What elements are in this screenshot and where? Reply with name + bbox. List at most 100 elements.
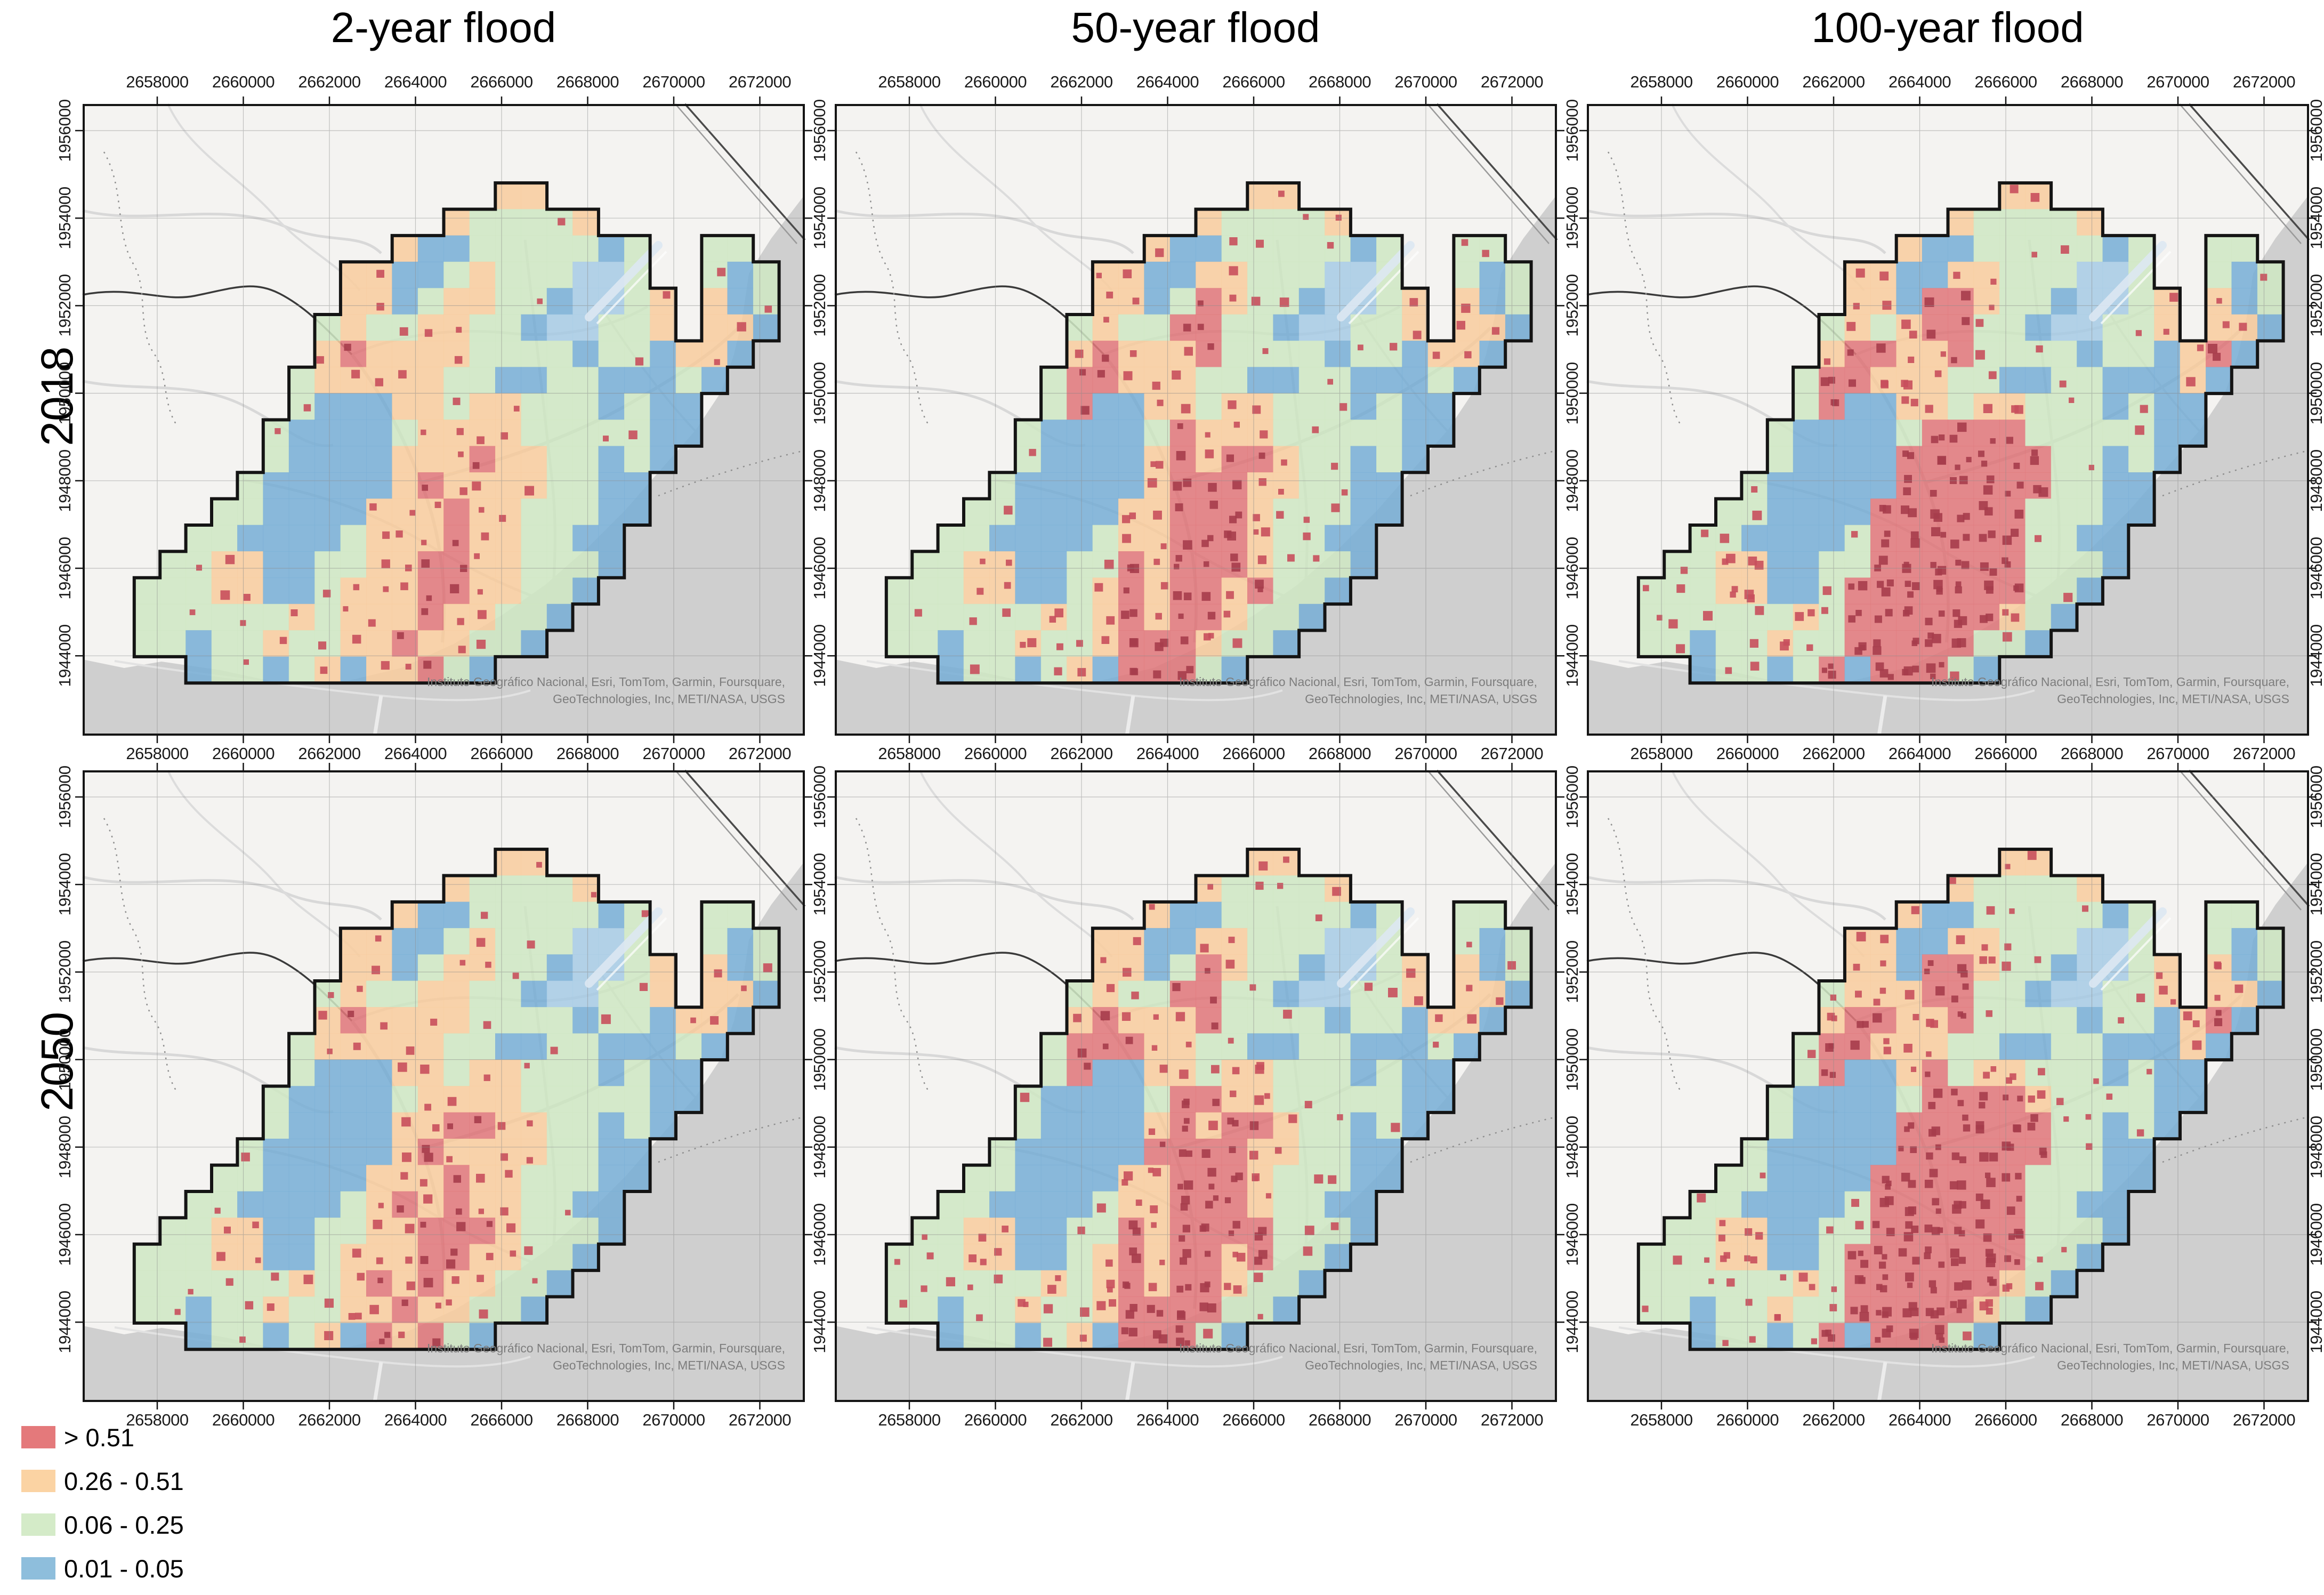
x-axis-tick-label: 2660000 bbox=[212, 72, 275, 91]
svg-text:Instituto Geográfico Nacional,: Instituto Geográfico Nacional, Esri, Tom… bbox=[1179, 675, 1537, 689]
graticule bbox=[1587, 770, 2309, 1402]
legend-swatch-red bbox=[21, 1426, 55, 1448]
svg-text:GeoTechnologies, Inc, METI/NAS: GeoTechnologies, Inc, METI/NASA, USGS bbox=[2057, 692, 2289, 706]
x-axis-tick-label: 2672000 bbox=[728, 1411, 792, 1429]
high-probability-speckles bbox=[914, 190, 1500, 680]
y-axis-tick-label: 1956000 bbox=[1563, 99, 1581, 162]
svg-text:Instituto Geográfico Nacional,: Instituto Geográfico Nacional, Esri, Tom… bbox=[1179, 1341, 1537, 1355]
x-axis-tick-label: 2672000 bbox=[1480, 72, 1544, 91]
y-axis-tick-label: 1944000 bbox=[1563, 624, 1581, 687]
y-axis-tick-label: 1950000 bbox=[810, 362, 829, 425]
road bbox=[82, 209, 382, 254]
map-panel-2050-2-year-flood: Instituto Geográfico Nacional, Esri, Tom… bbox=[75, 763, 812, 1409]
y-axis-tick-label: 1956000 bbox=[1563, 766, 1581, 828]
x-axis-tick-label: 2658000 bbox=[878, 744, 941, 763]
y-axis-tick-label: 1952000 bbox=[1563, 940, 1581, 1003]
x-axis-tick-label: 2660000 bbox=[1716, 744, 1779, 763]
svg-text:GeoTechnologies, Inc, METI/NAS: GeoTechnologies, Inc, METI/NASA, USGS bbox=[1305, 1358, 1537, 1372]
x-axis-tick-label: 2658000 bbox=[126, 744, 189, 763]
x-axis-tick-label: 2670000 bbox=[642, 72, 705, 91]
municipality-boundary bbox=[132, 848, 781, 1351]
y-axis-tick-label: 1948000 bbox=[810, 1116, 829, 1179]
legend-label: 0.26 - 0.51 bbox=[64, 1467, 184, 1495]
x-axis-tick-label: 2660000 bbox=[964, 72, 1027, 91]
water-tagus bbox=[835, 861, 1557, 1402]
high-probability-speckles bbox=[1642, 851, 2244, 1346]
y-axis-tick-label: 1952000 bbox=[55, 940, 74, 1003]
basemap-attribution: Instituto Geográfico Nacional, Esri, Tom… bbox=[427, 675, 785, 706]
y-axis-tick-label: 1946000 bbox=[55, 537, 74, 600]
water-tagus bbox=[83, 861, 805, 1402]
railway bbox=[2188, 769, 2310, 907]
road bbox=[82, 875, 382, 921]
railway-casing bbox=[1427, 770, 1550, 911]
svg-text:Instituto Geográfico Nacional,: Instituto Geográfico Nacional, Esri, Tom… bbox=[427, 675, 785, 689]
railway bbox=[2188, 103, 2310, 241]
road bbox=[919, 770, 1113, 958]
x-axis-tick-label: 2666000 bbox=[1222, 1411, 1285, 1429]
railway-casing bbox=[2179, 103, 2302, 244]
railway bbox=[1436, 769, 1558, 907]
y-axis-tick-label: 1952000 bbox=[55, 274, 74, 337]
road bbox=[1671, 770, 1865, 958]
road bbox=[834, 875, 1134, 921]
y-axis-tick-label: 1954000 bbox=[55, 187, 74, 249]
legend-item-gt-051: > 0.51 bbox=[21, 1420, 184, 1454]
x-axis-tick-label: 2668000 bbox=[1308, 1411, 1371, 1429]
y-axis-tick-label: 1944000 bbox=[55, 624, 74, 687]
graticule bbox=[835, 770, 1557, 1402]
municipality-boundary bbox=[884, 848, 1533, 1351]
y-axis-tick-label: 1956000 bbox=[810, 766, 829, 828]
x-axis-tick-label: 2658000 bbox=[126, 72, 189, 91]
y-axis-tick-label: 1954000 bbox=[1563, 187, 1581, 249]
legend-item-006-025: 0.06 - 0.25 bbox=[21, 1508, 184, 1542]
graticule bbox=[83, 770, 805, 1402]
x-axis-tick-label: 2664000 bbox=[1136, 72, 1199, 91]
x-axis-tick-label: 2666000 bbox=[1974, 1411, 2037, 1429]
y-axis-tick-label: 1946000 bbox=[1563, 1203, 1581, 1266]
axis-ticks bbox=[827, 96, 1564, 743]
y-axis-tick-label: 1952000 bbox=[810, 274, 829, 337]
axis-ticks bbox=[1579, 763, 2317, 1409]
x-axis-tick-label: 2670000 bbox=[1394, 72, 1457, 91]
high-probability-speckles bbox=[189, 218, 772, 674]
high-probability-speckles bbox=[1643, 184, 2267, 681]
y-axis-tick-label: 1946000 bbox=[55, 1203, 74, 1266]
basemap-attribution: Instituto Geográfico Nacional, Esri, Tom… bbox=[1179, 675, 1537, 706]
map-panel-2018-2-year-flood: Instituto Geográfico Nacional, Esri, Tom… bbox=[75, 96, 812, 743]
airport-runway bbox=[1337, 907, 1419, 991]
svg-text:Instituto Geográfico Nacional,: Instituto Geográfico Nacional, Esri, Tom… bbox=[1931, 1341, 2289, 1355]
y-axis-tick-label: 1954000 bbox=[2307, 853, 2324, 916]
legend-label: 0.06 - 0.25 bbox=[64, 1510, 184, 1539]
svg-text:GeoTechnologies, Inc, METI/NAS: GeoTechnologies, Inc, METI/NASA, USGS bbox=[553, 1358, 785, 1372]
x-axis-tick-label: 2664000 bbox=[384, 744, 447, 763]
column-title-2-year: 2-year flood bbox=[330, 4, 556, 51]
legend-swatch-orange bbox=[21, 1470, 55, 1492]
x-axis-tick-label: 2658000 bbox=[878, 1411, 941, 1429]
municipality-boundary bbox=[1636, 848, 2285, 1351]
y-axis-tick-label: 1948000 bbox=[2307, 449, 2324, 512]
map-frame bbox=[835, 104, 1557, 736]
x-axis-tick-label: 2672000 bbox=[2232, 72, 2296, 91]
x-axis-tick-label: 2672000 bbox=[1480, 1411, 1544, 1429]
y-axis-tick-label: 1948000 bbox=[1563, 1116, 1581, 1179]
map-frame bbox=[83, 104, 805, 736]
y-axis-tick-label: 1946000 bbox=[810, 1203, 829, 1266]
x-axis-tick-label: 2658000 bbox=[878, 72, 941, 91]
svg-text:GeoTechnologies, Inc, METI/NAS: GeoTechnologies, Inc, METI/NASA, USGS bbox=[2057, 1358, 2289, 1372]
admin-boundary-dashed bbox=[2162, 1116, 2310, 1163]
y-axis-tick-label: 1952000 bbox=[1563, 274, 1581, 337]
svg-text:GeoTechnologies, Inc, METI/NAS: GeoTechnologies, Inc, METI/NASA, USGS bbox=[553, 692, 785, 706]
y-axis-tick-label: 1954000 bbox=[1563, 853, 1581, 916]
road bbox=[1586, 875, 1886, 921]
y-axis-tick-label: 1944000 bbox=[810, 1291, 829, 1354]
y-axis-tick-label: 1946000 bbox=[2307, 1203, 2324, 1266]
x-axis-tick-label: 2658000 bbox=[1630, 744, 1693, 763]
road bbox=[1671, 103, 1865, 292]
x-axis-tick-label: 2670000 bbox=[1394, 744, 1457, 763]
y-axis-tick-label: 1950000 bbox=[55, 1028, 74, 1091]
x-axis-tick-label: 2672000 bbox=[2232, 1411, 2296, 1429]
water-tagus bbox=[1587, 195, 2309, 736]
legend-item-026-051: 0.26 - 0.51 bbox=[21, 1464, 184, 1498]
x-axis-tick-label: 2672000 bbox=[2232, 744, 2296, 763]
